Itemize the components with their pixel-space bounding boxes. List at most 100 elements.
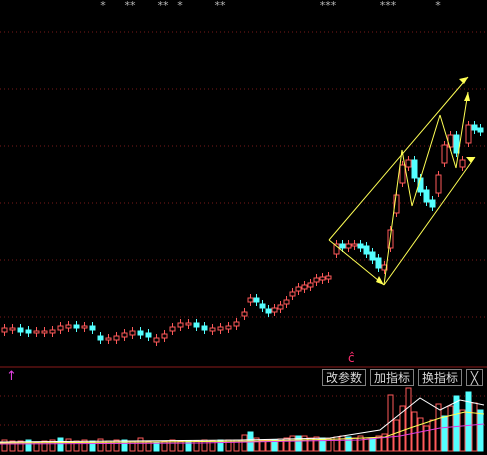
candle: [177, 322, 184, 328]
volume-bar: [57, 437, 64, 452]
volume-bar: [161, 440, 168, 452]
candle: [307, 282, 314, 288]
candle: [265, 308, 272, 314]
candle: [283, 299, 290, 305]
candle: [233, 321, 240, 327]
volume-bar: [405, 387, 412, 452]
candle: [201, 325, 208, 331]
candle: [161, 333, 168, 339]
volume-bar: [65, 438, 72, 452]
candle: [423, 189, 430, 203]
candle: [129, 330, 136, 336]
close-icon[interactable]: ╳: [466, 369, 483, 386]
candle: [1, 327, 8, 333]
volume-bar: [81, 439, 88, 452]
candle: [217, 326, 224, 331]
indicator-toolbar: 改参数 加指标 换指标 ╳: [321, 369, 483, 386]
candle: [253, 297, 260, 303]
top-marker: ***: [320, 0, 337, 12]
candle: [247, 297, 254, 303]
switch-indicator-button[interactable]: 换指标: [417, 369, 462, 386]
candle: [363, 245, 370, 255]
trend-line: [328, 76, 469, 241]
candle: [375, 257, 382, 269]
volume-bar: [177, 440, 184, 452]
candle: [153, 337, 160, 343]
candle: [169, 326, 176, 332]
trend-arrow: [464, 92, 470, 101]
volume-bar: [1, 439, 8, 452]
up-arrow-icon: ↑: [6, 369, 17, 384]
candle: [89, 325, 96, 331]
volume-bar: [381, 433, 388, 452]
volume-bar: [169, 439, 176, 452]
candle: [33, 330, 40, 334]
volume-ma-line: [0, 423, 485, 445]
candle: [105, 337, 112, 341]
top-marker: *: [177, 0, 183, 12]
volume-bar: [97, 438, 104, 452]
volume-bar: [9, 440, 16, 452]
top-marker: ***: [380, 0, 397, 12]
candle: [81, 325, 88, 329]
candle: [289, 291, 296, 297]
top-marker: *: [435, 0, 441, 12]
candle: [319, 276, 326, 281]
volume-ma-line: [0, 397, 485, 443]
volume-bar: [357, 435, 364, 452]
volume-bar: [375, 435, 382, 452]
volume-bar: [393, 419, 400, 452]
candle: [429, 199, 436, 208]
volume-bar: [477, 409, 484, 452]
top-marker: **: [158, 0, 170, 12]
trend-line: [401, 149, 413, 207]
candle: [301, 284, 308, 290]
cursor-marker: ĉ: [348, 351, 355, 365]
candle: [405, 159, 412, 168]
candle: [339, 243, 346, 249]
candle: [97, 335, 104, 341]
candle: [441, 144, 448, 164]
candle: [9, 327, 16, 331]
candle: [399, 164, 406, 184]
volume-bar: [411, 411, 418, 452]
volume-bar: [289, 435, 296, 452]
candle: [333, 243, 340, 255]
volume-bar: [345, 436, 352, 452]
candle: [471, 124, 478, 131]
candle: [411, 159, 418, 179]
volume-bar: [447, 405, 454, 452]
candle: [193, 322, 200, 328]
volume-bar: [441, 415, 448, 452]
trend-line: [383, 156, 476, 286]
volume-bar: [265, 439, 272, 452]
volume-bar: [25, 439, 32, 452]
candle: [185, 322, 192, 326]
candle: [113, 335, 120, 341]
volume-bar: [369, 437, 376, 452]
candle: [477, 127, 484, 133]
trend-arrow: [376, 276, 384, 285]
trend-line: [455, 91, 469, 169]
volume-bar: [399, 405, 406, 452]
candle: [145, 332, 152, 338]
candle: [277, 304, 284, 310]
candle: [459, 159, 466, 168]
top-marker: *: [100, 0, 106, 12]
candle: [381, 264, 388, 271]
candle: [465, 124, 472, 144]
trend-arrow: [459, 77, 468, 84]
volume-bar: [423, 425, 430, 452]
top-marker: **: [125, 0, 137, 12]
volume-bar: [121, 439, 128, 452]
volume-bar: [49, 439, 56, 452]
volume-bar: [339, 435, 346, 452]
modify-params-button[interactable]: 改参数: [321, 369, 366, 386]
volume-bar: [41, 440, 48, 452]
add-indicator-button[interactable]: 加指标: [369, 369, 414, 386]
candle: [225, 325, 232, 330]
candle: [369, 251, 376, 261]
volume-bar: [459, 409, 466, 452]
volume-bar: [253, 437, 260, 452]
